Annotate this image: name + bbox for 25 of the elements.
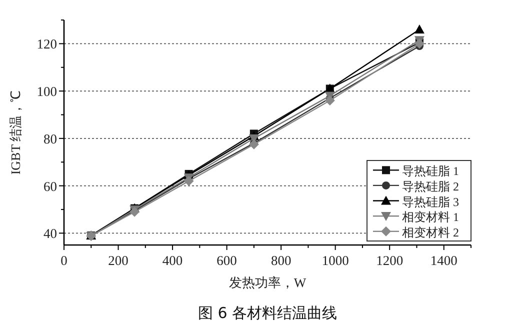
y-tick-label: 60 xyxy=(44,178,58,194)
x-tick-label: 600 xyxy=(216,253,238,268)
legend-label: 相变材料 1 xyxy=(402,210,459,224)
point xyxy=(414,24,424,34)
x-tick-label: 1200 xyxy=(376,253,404,268)
y-tick-label: 40 xyxy=(44,226,58,242)
point xyxy=(184,176,194,186)
x-tick-label: 200 xyxy=(108,253,129,268)
caption: 图 6 各材料结温曲线 xyxy=(198,304,338,322)
point xyxy=(324,96,335,106)
x-tick-label: 1400 xyxy=(430,253,458,268)
x-tick-label: 400 xyxy=(162,253,183,268)
y-tick-label: 120 xyxy=(36,36,58,52)
point xyxy=(414,38,424,49)
legend-label: 导热硅脂 1 xyxy=(402,164,459,178)
x-tick-label: 800 xyxy=(270,253,292,268)
x-tick-label: 1000 xyxy=(322,253,350,268)
legend-label: 相变材料 2 xyxy=(402,225,459,240)
legend-label: 导热硅脂 2 xyxy=(402,179,459,194)
x-axis-title: 发热功率，W xyxy=(228,275,307,290)
y-tick-label: 80 xyxy=(44,131,58,146)
y-axis-title: IGBT 结温，℃ xyxy=(8,90,23,175)
y-tick-label: 100 xyxy=(36,84,58,100)
x-tick-label: 0 xyxy=(60,253,68,268)
legend-label: 导热硅脂 3 xyxy=(402,194,459,209)
